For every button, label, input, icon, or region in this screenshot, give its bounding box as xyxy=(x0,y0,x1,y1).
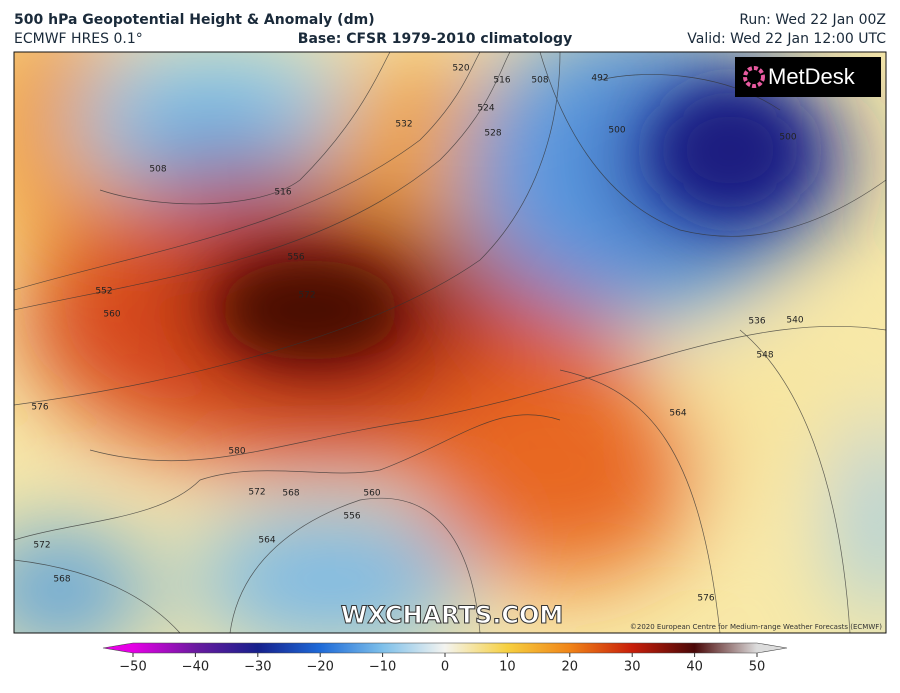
logo-icon xyxy=(743,66,765,88)
contour-label: 516 xyxy=(493,76,510,86)
colorbar-tick-label: −40 xyxy=(182,660,209,675)
logo: MetDesk xyxy=(735,57,881,97)
colorbar-tick-label: −20 xyxy=(306,660,333,675)
contour-label: 508 xyxy=(531,76,548,86)
contour-label: 560 xyxy=(363,489,380,499)
colorbar-tick-label: −10 xyxy=(369,660,396,675)
contour-label: 564 xyxy=(258,536,275,546)
base: Base: CFSR 1979-2010 climatology xyxy=(298,31,572,47)
colorbar-tick-label: 40 xyxy=(686,660,703,675)
contour-label: 552 xyxy=(95,287,112,297)
contour-label: 568 xyxy=(282,489,299,499)
contour-label: 568 xyxy=(53,575,70,585)
colorbar-tick-label: −30 xyxy=(244,660,271,675)
contour-label: 536 xyxy=(748,317,765,327)
contour-label: 516 xyxy=(274,188,291,198)
contour-label: 540 xyxy=(786,316,803,326)
contour-label: 572 xyxy=(298,291,315,301)
colorbar-tick-label: 50 xyxy=(749,660,766,675)
colorbar-tick-label: 10 xyxy=(499,660,516,675)
run: Run: Wed 22 Jan 00Z xyxy=(739,12,886,28)
contour-label: 556 xyxy=(343,512,360,522)
colorbar: −50 −40 −30 −20 −10 0 10 20 30 40 50 xyxy=(102,642,788,675)
contour-label: 492 xyxy=(591,74,608,84)
contour-label: 576 xyxy=(31,403,48,413)
logo-text: MetDesk xyxy=(768,64,856,89)
contour-label: 576 xyxy=(697,594,714,604)
contour-label: 532 xyxy=(395,120,412,130)
colorbar-tick-label: −50 xyxy=(119,660,146,675)
contour-label: 524 xyxy=(477,104,494,114)
contours xyxy=(14,52,886,633)
contour-label: 528 xyxy=(484,129,501,139)
contour-label: 500 xyxy=(779,133,796,143)
contour-label: 556 xyxy=(287,253,304,263)
contour-label: 564 xyxy=(669,409,686,419)
colorbar-tick-label: 30 xyxy=(624,660,641,675)
contour-label: 560 xyxy=(103,310,120,320)
colorbar-tick-label: 0 xyxy=(441,660,449,675)
contour-label: 508 xyxy=(149,165,166,175)
contour-label: 572 xyxy=(248,488,265,498)
colorbar-bar xyxy=(102,642,788,654)
map: 552 560 576 580 572 568 564 560 556 572 568 556 572 5… xyxy=(14,52,886,633)
contour-label: 572 xyxy=(33,541,50,551)
colorbar-tick-label: 20 xyxy=(562,660,579,675)
contour-label: 500 xyxy=(608,126,625,136)
copyright: ©2020 European Centre for Medium-range W… xyxy=(630,623,882,631)
contour-label: 548 xyxy=(756,351,773,361)
map-frame xyxy=(13,51,887,634)
watermark: WXCHARTS.COM xyxy=(341,601,563,629)
logo-box xyxy=(735,57,881,97)
contour-label: 580 xyxy=(228,447,245,457)
title: 500 hPa Geopotential Height & Anomaly (d… xyxy=(14,12,375,28)
contour-label: 520 xyxy=(452,64,469,74)
model: ECMWF HRES 0.1° xyxy=(14,31,143,47)
valid: Valid: Wed 22 Jan 12:00 UTC xyxy=(687,31,886,47)
